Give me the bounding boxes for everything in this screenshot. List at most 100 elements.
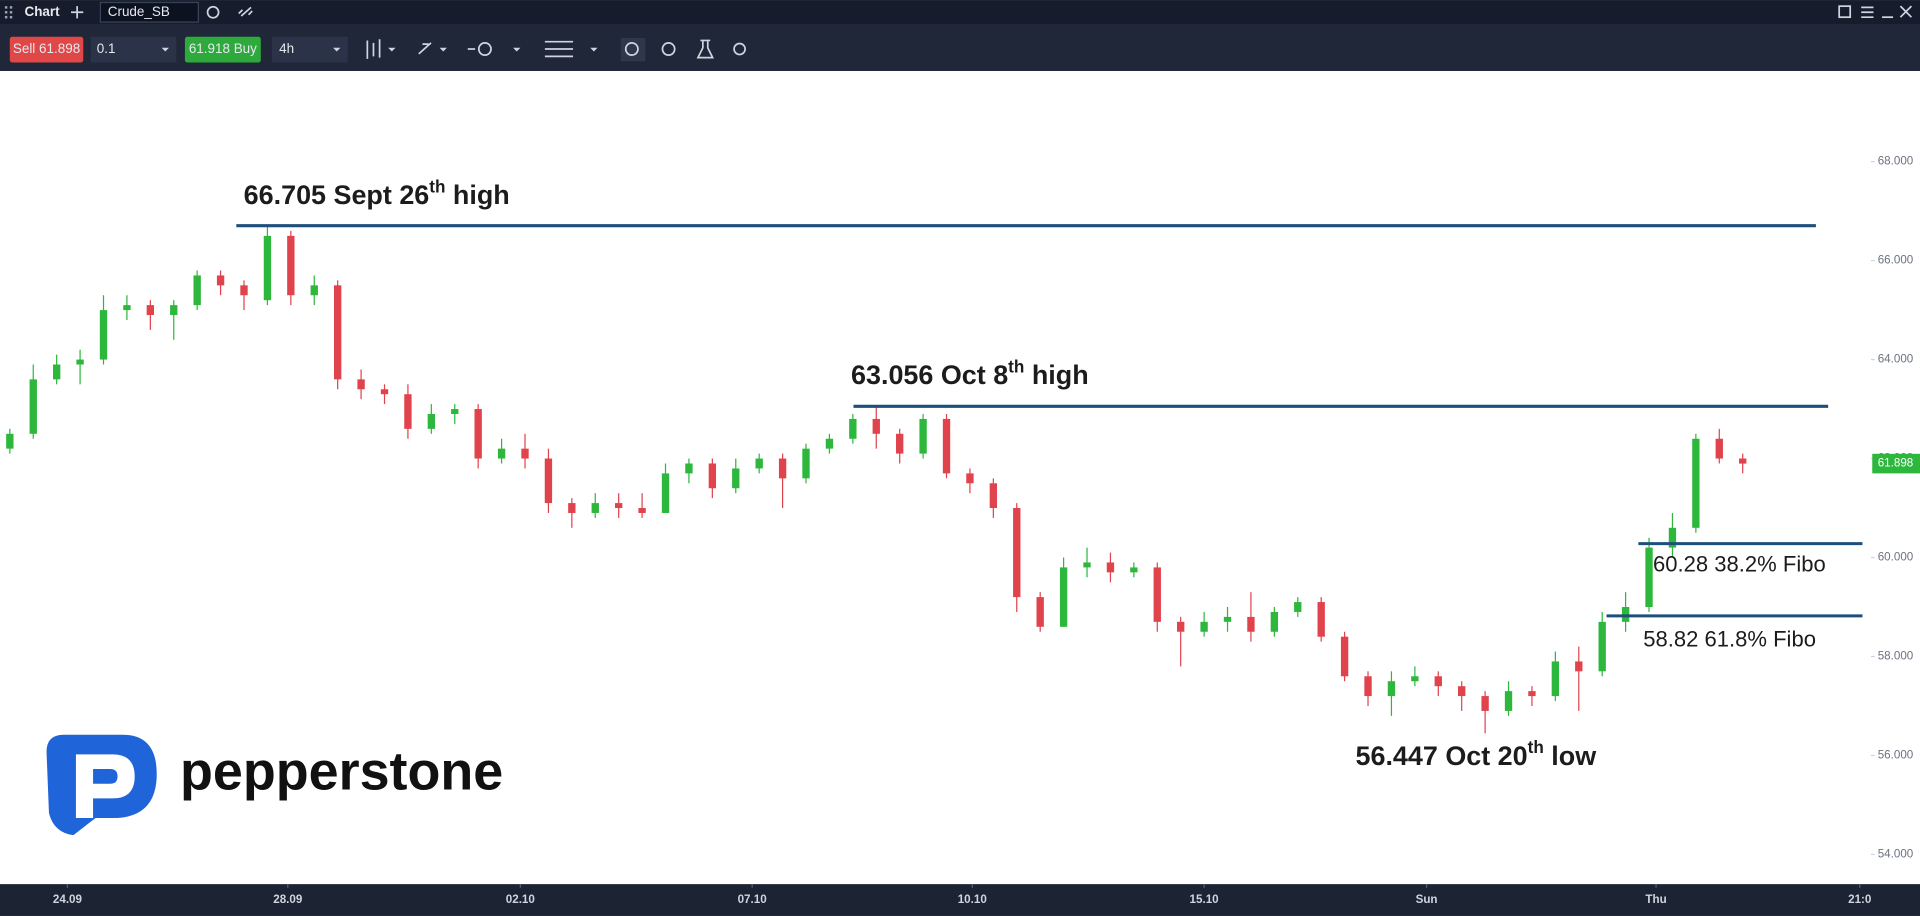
- x-axis-bar: [0, 884, 1920, 916]
- annotation-rest: high: [1024, 360, 1088, 390]
- candle-body: [1059, 567, 1068, 627]
- candle-body: [1013, 508, 1021, 598]
- candle-body: [1715, 438, 1723, 459]
- annotation: 56.447 Oct 20th low: [1356, 737, 1597, 771]
- y-tick-label: 56.000: [1878, 749, 1914, 762]
- symbol-input[interactable]: [99, 1, 199, 23]
- dropdown-arrow: [333, 47, 341, 52]
- candle-body: [123, 305, 131, 311]
- candle-body: [1364, 676, 1372, 697]
- y-tick-label: 60.000: [1878, 551, 1914, 564]
- buy-button[interactable]: [184, 36, 261, 63]
- candle-body: [638, 508, 646, 513]
- menu-icon[interactable]: [1861, 6, 1874, 19]
- sell-label: Sell 61.898: [13, 41, 80, 56]
- annotation-sup: th: [1008, 356, 1024, 376]
- candle-body: [1739, 458, 1747, 464]
- indicator-button[interactable]: [467, 42, 521, 57]
- annotation-text: 63.056 Oct 8: [851, 360, 1008, 390]
- zoom-out-button[interactable]: [620, 38, 646, 62]
- candle-body: [1083, 562, 1091, 568]
- candle-body: [825, 438, 834, 449]
- candle-body: [544, 458, 553, 504]
- dropdown-arrow: [161, 47, 169, 52]
- candle-body: [1200, 621, 1208, 632]
- annotation-text: 58.82 61.8% Fibo: [1643, 626, 1816, 651]
- last-price-badge: [1872, 453, 1920, 474]
- candle-body: [1692, 438, 1700, 528]
- plot-area: [0, 71, 1920, 885]
- candle-body: [732, 468, 740, 489]
- candle-body: [685, 463, 693, 474]
- y-tick-label: 54.000: [1878, 848, 1914, 861]
- candle-body: [966, 473, 974, 484]
- candle-body: [942, 418, 951, 474]
- candle-body: [661, 473, 670, 513]
- settings-button[interactable]: [733, 42, 746, 56]
- candle-body: [1598, 621, 1606, 672]
- candle-body: [615, 503, 623, 509]
- buy-label: 61.918 Buy: [189, 41, 257, 56]
- candle-body: [849, 418, 857, 439]
- lab-button[interactable]: [696, 39, 715, 59]
- logo-text: pepperstone: [180, 741, 503, 801]
- timeframe-value: 4h: [279, 41, 294, 56]
- candle-body: [1317, 602, 1325, 637]
- candle-body: [497, 448, 506, 459]
- chart-type-button[interactable]: [366, 39, 396, 59]
- candle-body: [1340, 636, 1349, 677]
- candle-body: [1575, 661, 1583, 672]
- grip-icon: [4, 6, 13, 19]
- candle-body: [474, 409, 482, 459]
- candle-body: [1411, 676, 1419, 682]
- candle-body: [755, 458, 763, 469]
- candle-body: [146, 305, 155, 316]
- candle-body: [1270, 611, 1279, 632]
- close-icon[interactable]: [1899, 5, 1913, 18]
- add-tab[interactable]: [71, 6, 84, 19]
- candle-body: [872, 418, 880, 434]
- candle-body: [1387, 681, 1396, 697]
- candle-body: [1294, 602, 1302, 612]
- candle-body: [357, 379, 365, 390]
- candle-body: [287, 235, 295, 296]
- symbol-text: Crude_SB: [108, 4, 170, 19]
- zoom-in-button[interactable]: [661, 42, 676, 57]
- candle-body: [919, 418, 927, 454]
- annotation: 66.705 Sept 26th high: [244, 176, 510, 210]
- candle-body: [1247, 616, 1255, 632]
- popout-icon[interactable]: [1838, 5, 1852, 19]
- candle-body: [404, 394, 412, 429]
- candle-body: [989, 483, 998, 509]
- candle-body: [708, 463, 717, 489]
- tab-label[interactable]: Chart: [24, 4, 60, 19]
- candle-body: [216, 275, 225, 286]
- candle-body: [99, 310, 108, 360]
- candle-body: [1481, 696, 1489, 711]
- annotation-text: 66.705 Sept 26: [244, 180, 430, 210]
- candle-body: [29, 379, 37, 434]
- plot: [6, 225, 1747, 734]
- layout-button[interactable]: [544, 40, 598, 58]
- annotation: 60.28 38.2% Fibo: [1653, 552, 1826, 577]
- last-price-label: 61.898: [1878, 457, 1914, 470]
- x-tick-label: 28.09: [273, 893, 303, 906]
- candle-body: [1458, 686, 1466, 697]
- x-tick-label: Thu: [1645, 893, 1666, 906]
- candle-body: [1504, 691, 1513, 711]
- sell-button[interactable]: [9, 36, 84, 63]
- drawing-button[interactable]: [418, 42, 447, 55]
- candle-body: [1130, 567, 1138, 573]
- candle-body: [1434, 676, 1442, 687]
- quantity-value: 0.1: [97, 41, 116, 56]
- info-icon[interactable]: [206, 5, 220, 19]
- link-icon[interactable]: [238, 6, 253, 17]
- candle-body: [568, 503, 576, 513]
- x-tick-label: 15.10: [1190, 893, 1219, 906]
- candle-body: [1645, 547, 1653, 607]
- candle-body: [76, 359, 84, 365]
- quantity-dropdown[interactable]: [90, 36, 177, 63]
- candle-body: [380, 389, 389, 395]
- candle-body: [1153, 567, 1161, 622]
